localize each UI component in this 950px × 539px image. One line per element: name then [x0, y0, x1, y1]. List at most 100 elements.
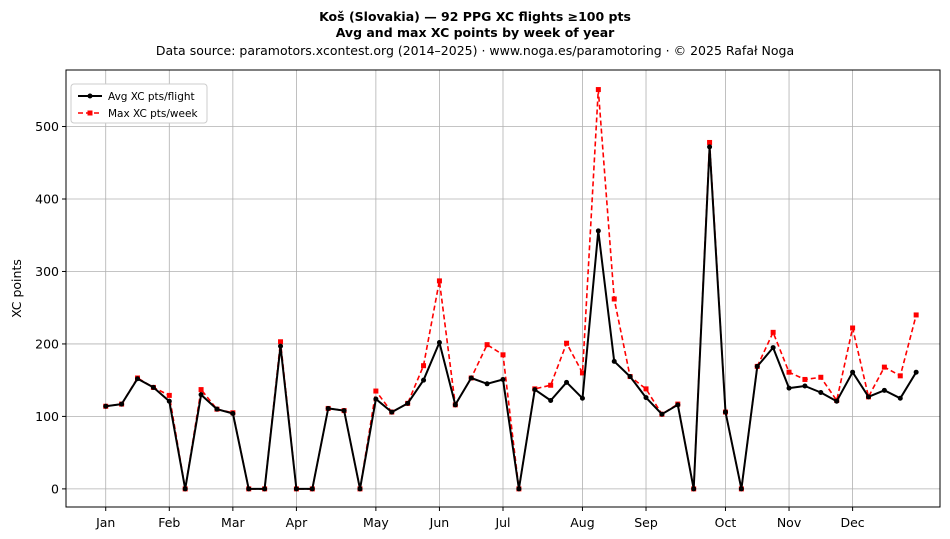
data-point-avg [627, 374, 633, 380]
series-line-avg [105, 145, 918, 490]
data-point-avg [881, 387, 887, 393]
data-point-avg [405, 400, 411, 406]
data-point-max [643, 386, 649, 392]
series-layer [103, 87, 919, 492]
data-point-avg [135, 376, 141, 382]
data-point-avg [484, 381, 490, 387]
data-point-max [500, 352, 506, 358]
data-point-avg [802, 383, 808, 389]
data-point-avg [325, 405, 331, 411]
data-point-avg [834, 398, 840, 404]
data-point-max [579, 370, 585, 376]
data-point-max [436, 278, 442, 284]
data-point-avg [278, 343, 284, 349]
x-tick-label: Jan [95, 515, 115, 530]
x-tick-label: Mar [221, 515, 245, 530]
x-tick-label: Nov [777, 515, 802, 530]
x-tick-label: Oct [715, 515, 737, 530]
data-point-max [373, 388, 379, 394]
legend-label-max: Max XC pts/week [108, 108, 198, 120]
data-point-avg [722, 409, 728, 415]
y-axis-label: XC points [9, 259, 24, 318]
y-tick-label: 200 [35, 336, 59, 351]
data-point-avg [182, 486, 188, 492]
data-point-max [166, 392, 172, 398]
y-tick-label: 100 [35, 409, 59, 424]
data-point-avg [150, 384, 156, 390]
data-point-max [198, 387, 204, 393]
data-point-avg [341, 408, 347, 414]
data-point-max [881, 364, 887, 370]
x-tick-label: Dec [840, 515, 864, 530]
data-point-avg [897, 395, 903, 401]
data-point-max [897, 373, 903, 379]
data-point-avg [738, 486, 744, 492]
data-point-max [564, 340, 570, 346]
data-point-avg [548, 397, 554, 403]
series-line-max [105, 88, 917, 490]
x-tick-label: Aug [570, 515, 594, 530]
data-point-avg [818, 389, 824, 395]
data-point-avg [564, 379, 570, 385]
chart-source: Data source: paramotors.xcontest.org (20… [156, 43, 794, 58]
x-tick-label: May [363, 515, 389, 530]
data-point-max [802, 376, 808, 382]
x-tick-label: Jun [429, 515, 450, 530]
data-point-max [913, 312, 919, 318]
data-point-avg [468, 375, 474, 381]
chart-subtitle: Avg and max XC points by week of year [336, 25, 615, 40]
data-point-avg [214, 406, 220, 412]
x-axis: Jan Feb Mar Apr May Jun Jul Aug Sep Oct Nov Dec [95, 507, 865, 530]
data-point-max [421, 363, 427, 369]
data-point-max [818, 374, 824, 380]
chart-title: Koš (Slovakia) — 92 PPG XC flights ≥100 … [319, 9, 631, 24]
data-point-avg [865, 394, 871, 400]
data-point-max [595, 87, 601, 93]
y-tick-label: 500 [35, 119, 59, 134]
data-point-max [850, 325, 856, 331]
legend-marker-avg [87, 93, 93, 99]
x-tick-label: Sep [634, 515, 658, 530]
data-point-avg [357, 486, 363, 492]
data-point-avg [611, 358, 617, 364]
data-point-max [786, 369, 792, 375]
data-point-avg [119, 401, 125, 407]
data-point-avg [198, 392, 204, 398]
data-point-avg [436, 339, 442, 345]
data-point-avg [532, 387, 538, 393]
data-point-avg [373, 396, 379, 402]
data-point-avg [707, 144, 713, 150]
legend-label-avg: Avg XC pts/flight [108, 91, 195, 103]
y-tick-label: 400 [35, 191, 59, 206]
legend-marker-max [87, 110, 93, 116]
data-point-avg [293, 486, 299, 492]
data-point-avg [246, 486, 252, 492]
data-point-avg [262, 486, 268, 492]
data-point-avg [691, 486, 697, 492]
data-point-avg [103, 403, 109, 409]
y-tick-label: 300 [35, 264, 59, 279]
data-point-avg [452, 402, 458, 408]
data-point-avg [595, 228, 601, 234]
data-point-avg [754, 363, 760, 369]
data-point-max [278, 339, 284, 345]
data-point-avg [579, 395, 585, 401]
data-point-avg [659, 411, 665, 417]
data-point-avg [675, 402, 681, 408]
data-point-max [770, 329, 776, 335]
x-tick-label: Apr [286, 515, 308, 530]
data-point-avg [230, 411, 236, 417]
data-point-avg [516, 486, 522, 492]
data-point-avg [786, 385, 792, 391]
x-tick-label: Feb [158, 515, 180, 530]
data-point-avg [643, 395, 649, 401]
data-point-avg [770, 345, 776, 351]
y-axis: 0 100 200 300 400 500 [35, 119, 66, 496]
data-point-avg [389, 409, 395, 415]
data-point-max [484, 342, 490, 348]
y-tick-label: 0 [51, 481, 59, 496]
data-point-avg [500, 376, 506, 382]
data-point-max [611, 296, 617, 302]
data-point-avg [850, 369, 856, 375]
